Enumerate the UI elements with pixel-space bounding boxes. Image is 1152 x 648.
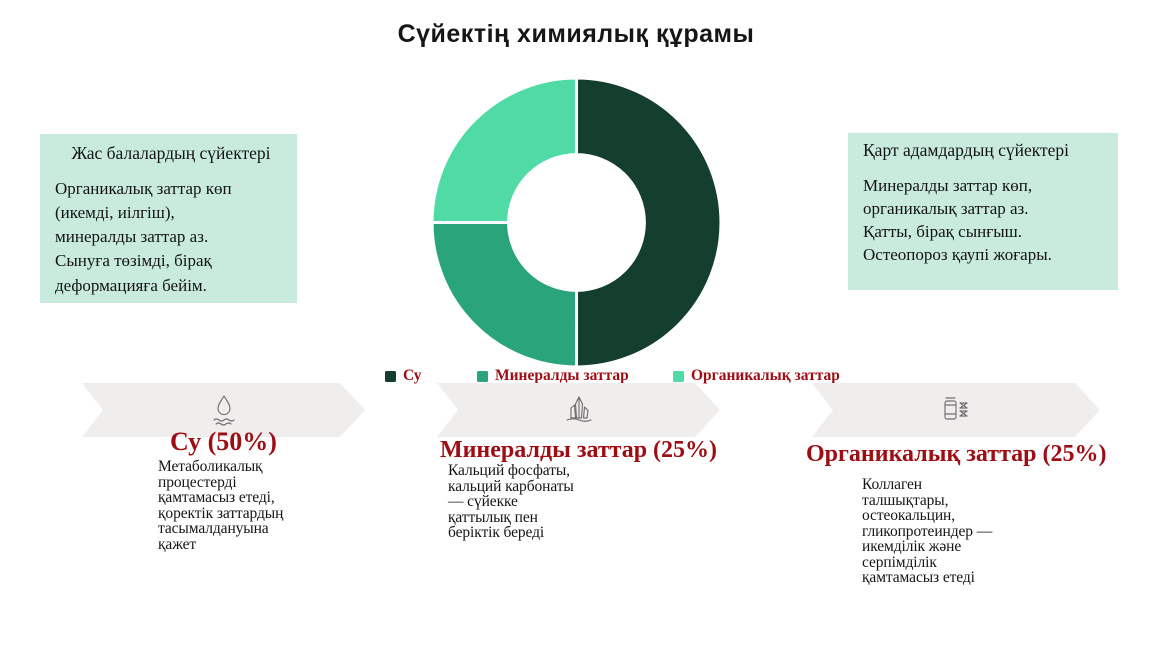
section-title-minerals: Минералды заттар (25%) xyxy=(439,437,718,463)
page-title: Сүйектің химиялық құрамы xyxy=(397,20,755,48)
legend-label-organics: Органикалық заттар xyxy=(691,367,840,384)
legend-item-water: Су xyxy=(385,366,422,386)
section-description-organics: Коллаген талшықтары, остеокальцин, глико… xyxy=(862,476,993,586)
donut-chart xyxy=(430,76,723,369)
info-box-old-heading: Қарт адамдардың сүйектері xyxy=(863,140,1070,160)
chevron-banner-organics xyxy=(812,383,1100,437)
legend-swatch-minerals-icon xyxy=(477,370,488,382)
donut-segment xyxy=(574,76,723,369)
water-drop-icon xyxy=(210,393,238,427)
chevron-banner-minerals xyxy=(437,383,720,437)
section-title-water: Су (50%) xyxy=(170,427,277,456)
donut-segment xyxy=(430,220,579,369)
legend-label-minerals: Минералды заттар xyxy=(495,367,629,384)
legend-item-minerals: Минералды заттар xyxy=(477,366,629,386)
section-title-organics: Органикалық заттар (25%) xyxy=(806,441,1107,467)
section-description-water: Метаболикалық процестерді қамтамасыз ете… xyxy=(158,458,284,553)
info-box-old-bones: Қарт адамдардың сүйектері Минералды затт… xyxy=(848,133,1118,290)
info-box-old-body: Минералды заттар көп, органикалық заттар… xyxy=(863,176,1052,265)
info-box-young-bones: Жас балалардың сүйектері Органикалық зат… xyxy=(40,134,297,303)
info-box-young-heading: Жас балалардың сүйектері xyxy=(71,143,271,163)
collagen-dna-icon xyxy=(940,393,972,427)
donut-segment xyxy=(430,76,579,225)
legend-label-water: Су xyxy=(403,367,422,384)
legend-item-organics: Органикалық заттар xyxy=(673,366,840,386)
legend-swatch-water-icon xyxy=(385,370,396,382)
legend-swatch-organics-icon xyxy=(673,370,684,382)
chevron-banner-water xyxy=(82,383,365,437)
section-description-minerals: Кальций фосфаты, кальций карбонаты — сүй… xyxy=(448,462,574,541)
info-box-young-body: Органикалық заттар көп (икемді, иілгіш),… xyxy=(55,179,232,295)
mineral-crystal-icon xyxy=(563,394,595,426)
